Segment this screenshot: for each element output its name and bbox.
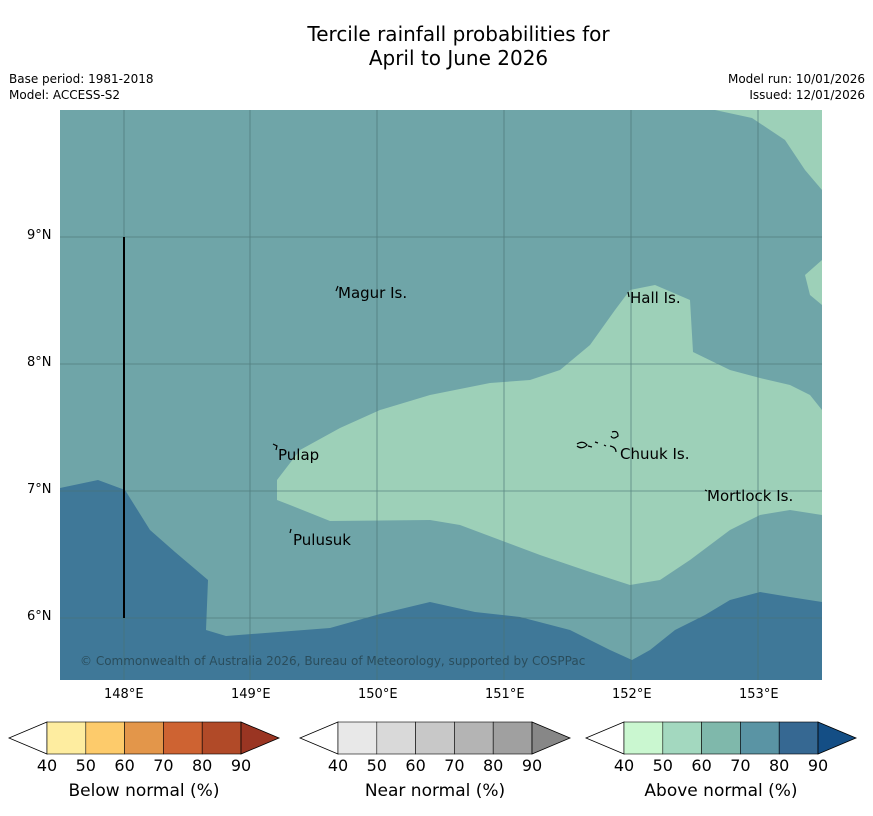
meta-left: Base period: 1981-2018 Model: ACCESS-S2 xyxy=(9,71,154,103)
lon-label-151e: 151°E xyxy=(485,687,525,702)
lon-label-148e: 148°E xyxy=(104,687,144,702)
colorbar-tick-label: 40 xyxy=(613,756,635,775)
colorbar-1 xyxy=(7,721,281,755)
colorbar-under-triangle xyxy=(584,721,625,755)
label-chuuk: Chuuk Is. xyxy=(620,445,689,463)
region-central xyxy=(277,285,822,585)
colorbar-title: Below normal (%) xyxy=(68,781,220,801)
lat-label-9n: 9°N xyxy=(27,228,52,243)
hall-island-mark xyxy=(627,291,630,298)
pulap-island-mark xyxy=(272,443,278,451)
colorbar-tick-label: 80 xyxy=(192,756,213,775)
colorbar-segment xyxy=(740,721,780,755)
region-ne-corner xyxy=(715,110,822,190)
model-name: Model: ACCESS-S2 xyxy=(9,88,121,102)
label-pulap: Pulap xyxy=(278,446,319,464)
chuuk-lagoon-mark xyxy=(576,430,619,453)
meta-right: Model run: 10/01/2026 Issued: 12/01/2026 xyxy=(728,71,865,103)
title-line-2: April to June 2026 xyxy=(368,46,549,70)
colorbar-over-triangle xyxy=(531,721,572,755)
colorbar-3 xyxy=(584,721,858,755)
magur-island-mark xyxy=(335,285,339,292)
colorbar-segment xyxy=(201,721,242,755)
colorbar-segment xyxy=(454,721,494,755)
lat-label-8n: 8°N xyxy=(27,355,52,370)
copyright-text: © Commonwealth of Australia 2026, Bureau… xyxy=(80,654,585,668)
colorbar-tick-label: 40 xyxy=(327,756,349,775)
colorbar-under-triangle xyxy=(7,721,48,755)
lon-label-152e: 152°E xyxy=(612,687,652,702)
model-run: Model run: 10/01/2026 xyxy=(727,72,865,86)
region-south xyxy=(60,480,822,680)
colorbar-tick-label: 40 xyxy=(36,756,58,775)
issued-date: Issued: 12/01/2026 xyxy=(749,88,865,102)
lat-label-7n: 7°N xyxy=(27,482,52,497)
colorbar-2 xyxy=(298,721,572,755)
colorbar-tick-label: 80 xyxy=(769,756,790,775)
label-hall: Hall Is. xyxy=(630,289,681,307)
pulusuk-island-mark xyxy=(289,528,292,534)
colorbar-title: Above normal (%) xyxy=(644,781,798,801)
colorbar-tick-label: 50 xyxy=(366,756,387,775)
colorbar-segment xyxy=(124,721,164,755)
colorbar-title: Near normal (%) xyxy=(364,781,506,801)
label-mortlock: Mortlock Is. xyxy=(707,487,793,505)
colorbar-segment xyxy=(701,721,741,755)
map-title: Tercile rainfall probabilities for April… xyxy=(0,22,873,70)
colorbar-tick-label: 60 xyxy=(114,756,135,775)
lon-label-149e: 149°E xyxy=(231,687,271,702)
colorbar-under-triangle xyxy=(298,721,339,755)
colorbar-segment xyxy=(778,721,819,755)
colorbar-tick-label: 50 xyxy=(75,756,96,775)
title-line-1: Tercile rainfall probabilities for xyxy=(307,22,610,46)
colorbar-segment xyxy=(492,721,533,755)
colorbar-segment xyxy=(376,721,416,755)
lon-label-153e: 153°E xyxy=(739,687,779,702)
colorbar-tick-label: 60 xyxy=(691,756,712,775)
colorbar-segment xyxy=(46,721,87,755)
label-pulusuk: Pulusuk xyxy=(293,531,351,549)
island-marks xyxy=(272,285,708,534)
lon-label-150e: 150°E xyxy=(358,687,398,702)
colorbar-tick-label: 70 xyxy=(730,756,751,775)
colorbar-tick-label: 50 xyxy=(652,756,673,775)
colorbar-tick-label: 70 xyxy=(153,756,174,775)
lat-label-6n: 6°N xyxy=(27,609,52,624)
label-magur: Magur Is. xyxy=(338,284,407,302)
colorbar-tick-label: 80 xyxy=(483,756,504,775)
colorbar-segment xyxy=(337,721,378,755)
colorbar-segment xyxy=(85,721,125,755)
colorbar-segment xyxy=(415,721,455,755)
colorbar-segment xyxy=(623,721,664,755)
colorbar-tick-label: 90 xyxy=(521,756,543,775)
colorbar-over-triangle xyxy=(240,721,281,755)
colorbar-tick-label: 70 xyxy=(444,756,465,775)
colorbar-tick-label: 90 xyxy=(807,756,829,775)
region-east-sliver xyxy=(805,260,822,305)
colorbar-segment xyxy=(163,721,203,755)
mortlock-island-mark xyxy=(704,489,708,492)
colorbar-over-triangle xyxy=(817,721,858,755)
colorbar-tick-label: 90 xyxy=(230,756,252,775)
base-period: Base period: 1981-2018 xyxy=(9,72,154,86)
colorbar-segment xyxy=(662,721,702,755)
colorbar-tick-label: 60 xyxy=(405,756,426,775)
